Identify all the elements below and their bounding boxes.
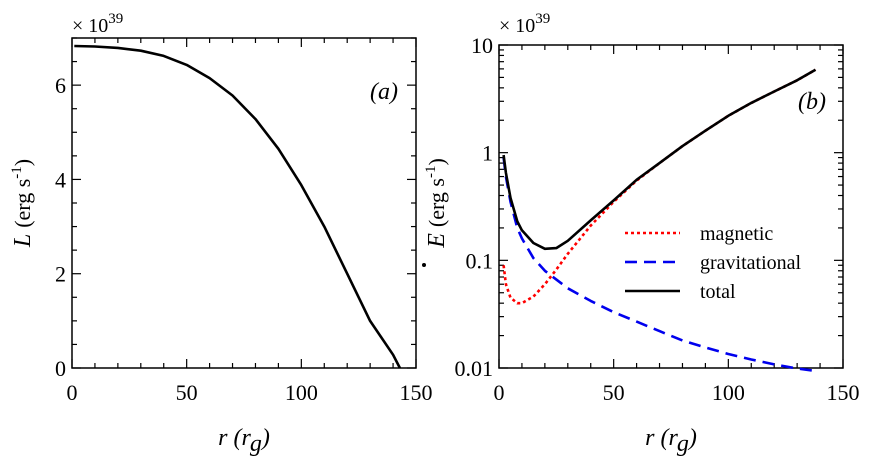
- panel-a-y-unit-sup: -1: [9, 166, 25, 179]
- panel-a-y-axis-title: L (erg s-1): [9, 159, 36, 248]
- panel-b: 0 50 100 150 0.01 0.1 1 10 (b) × 1039 r (rg) E (…: [422, 11, 860, 457]
- panel-a-y-unit: (erg s: [10, 179, 35, 228]
- y-tick-label: 0.1: [466, 248, 494, 273]
- panel-b-series: [502, 68, 817, 373]
- x-tick-label: 0: [67, 380, 78, 405]
- panel-b-x-axis-title: r (rg): [645, 425, 697, 457]
- y-tick-label: 10: [471, 33, 493, 58]
- x-tick-label: 50: [176, 380, 198, 405]
- panel-b-frame: [498, 44, 844, 369]
- panel-b-y-dot-accent: [422, 263, 426, 267]
- x-tick-label: 0: [494, 380, 505, 405]
- panel-a-x-unit-var: r: [241, 425, 251, 451]
- series-line-total: [502, 68, 817, 251]
- panel-b-label: (b): [798, 89, 826, 115]
- x-tick-label: 150: [827, 380, 860, 405]
- panel-b-x-unit-var: r: [668, 425, 678, 451]
- svg-text:E(erg s-1): E (erg s-1): [423, 158, 450, 249]
- x-tick-label: 100: [285, 380, 318, 405]
- panel-a-multiplier: × 1039: [72, 11, 123, 37]
- panel-a-y-unit-close: ): [10, 159, 35, 166]
- legend-label-total: total: [700, 281, 736, 303]
- panel-b-multiplier-base: × 10: [499, 15, 535, 37]
- panel-a-label: (a): [370, 79, 398, 105]
- panel-b-x-unit-close: ): [687, 425, 697, 451]
- panel-b-x-var: r: [645, 425, 655, 451]
- y-tick-label: 0.01: [455, 356, 494, 381]
- panel-b-y-axis-title: E (erg s-1): [422, 158, 450, 267]
- x-tick-label: 100: [712, 380, 745, 405]
- y-tick-label: 4: [55, 167, 66, 192]
- y-tick-label: 6: [55, 73, 66, 98]
- panel-a: 0 50 100 150 0 2 4 6 (a) × 1039 r (rg) L (erg s-…: [9, 11, 433, 457]
- legend-label-magnetic: magnetic: [700, 223, 773, 245]
- panel-a-x-axis-title: r (rg): [218, 425, 270, 457]
- panel-b-ticks: [498, 44, 844, 369]
- panel-a-x-unit-sub: g: [250, 431, 262, 457]
- series-line-gravitational: [502, 157, 816, 373]
- panel-b-tick-labels: 0 50 100 150 0.01 0.1 1 10: [455, 33, 860, 405]
- panel-b-legend: magnetic gravitational total: [625, 223, 802, 303]
- panel-a-ticks: [71, 37, 417, 369]
- panel-b-multiplier-exp: 39: [535, 11, 550, 27]
- y-tick-label: 1: [482, 141, 493, 166]
- x-tick-label: 50: [603, 380, 625, 405]
- panel-b-y-var: E: [424, 233, 450, 249]
- series-line-l: [74, 44, 402, 369]
- panel-a-multiplier-base: × 10: [72, 15, 108, 37]
- panel-b-y-unit-sup: -1: [423, 166, 439, 179]
- y-tick-label: 2: [55, 262, 66, 287]
- panel-a-y-var: L: [10, 234, 36, 248]
- panel-a-multiplier-exp: 39: [108, 11, 123, 27]
- panel-b-multiplier: × 1039: [499, 11, 550, 37]
- panel-a-tick-labels: 0 50 100 150 0 2 4 6: [55, 73, 433, 405]
- y-tick-label: 0: [55, 356, 66, 381]
- panel-b-x-unit-open: (: [654, 425, 670, 451]
- panel-b-x-unit-sub: g: [677, 431, 689, 457]
- panel-b-y-unit: (erg s: [424, 178, 449, 227]
- panel-a-x-var: r: [218, 425, 228, 451]
- legend-label-gravitational: gravitational: [700, 252, 802, 274]
- panel-a-frame: [71, 37, 417, 369]
- panel-b-y-unit-close: ): [424, 158, 449, 165]
- panel-a-series: [74, 44, 402, 369]
- panel-a-x-unit-close: ): [260, 425, 270, 451]
- x-tick-label: 150: [400, 380, 433, 405]
- panel-a-x-unit-open: (: [227, 425, 243, 451]
